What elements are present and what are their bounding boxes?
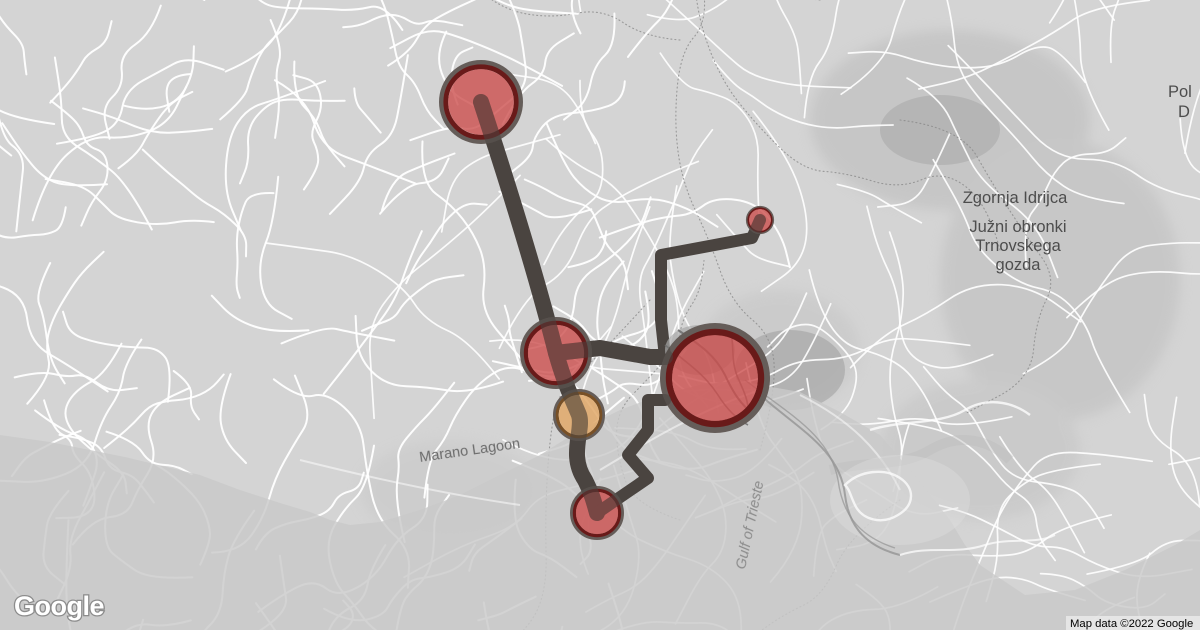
svg-text:Zgornja Idrijca: Zgornja Idrijca <box>963 189 1068 207</box>
svg-text:D: D <box>1178 103 1190 121</box>
svg-text:Južni obronki: Južni obronki <box>969 218 1066 236</box>
svg-text:Map data ©2022 Google: Map data ©2022 Google <box>1070 618 1193 630</box>
svg-text:Google: Google <box>14 591 104 621</box>
svg-text:Trnovskega: Trnovskega <box>975 237 1061 255</box>
svg-text:gozda: gozda <box>996 256 1042 274</box>
svg-text:Pol: Pol <box>1168 83 1192 101</box>
